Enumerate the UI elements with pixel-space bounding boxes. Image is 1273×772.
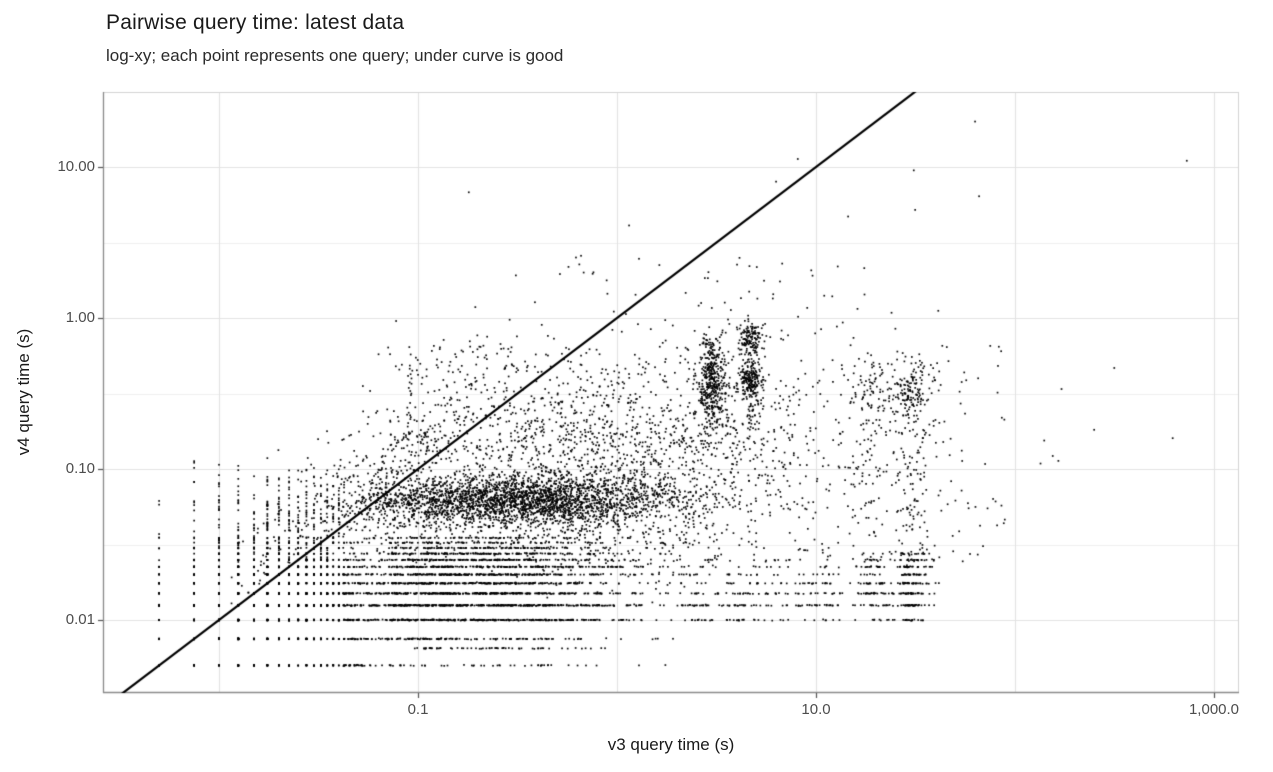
x-axis-tick-label: 1,000.0 xyxy=(1188,701,1240,718)
y-axis-title: v4 query time (s) xyxy=(14,328,33,456)
chart-title: Pairwise query time: latest data xyxy=(106,11,405,34)
y-axis-tick-label: 0.01 xyxy=(65,611,95,628)
x-axis-tick-label: 10.0 xyxy=(801,701,831,718)
x-axis-tick-label: 0.1 xyxy=(407,701,429,718)
y-axis-tick-label: 10.00 xyxy=(57,158,95,175)
chart-subtitle: log-xy; each point represents one query;… xyxy=(106,46,564,65)
y-axis-tick-label: 0.10 xyxy=(65,460,95,477)
y-axis-tick-label: 1.00 xyxy=(65,309,95,326)
x-axis-title: v3 query time (s) xyxy=(607,735,735,754)
